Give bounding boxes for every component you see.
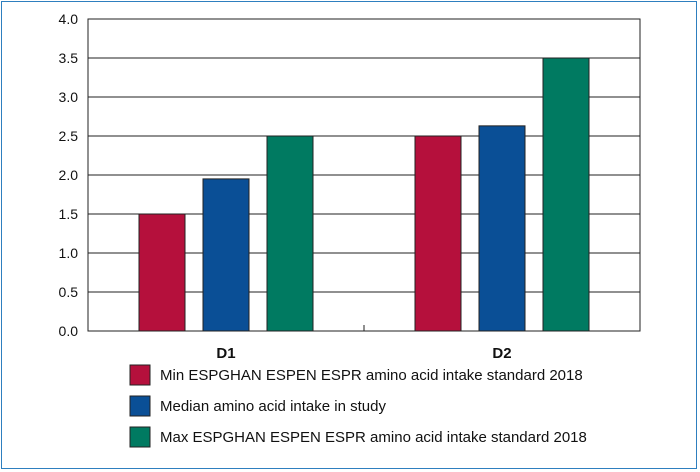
y-tick-label: 0.0 — [59, 323, 79, 339]
bar-d2-series-2 — [478, 125, 526, 332]
y-tick-label: 1.5 — [59, 206, 79, 222]
y-tick-label: 2.5 — [59, 128, 79, 144]
x-category-label: D1 — [216, 345, 235, 362]
bars — [138, 57, 590, 332]
y-tick-label: 0.5 — [59, 284, 79, 300]
y-tick-label: 2.0 — [59, 167, 79, 183]
x-category-label: D2 — [492, 345, 511, 362]
bar-d1-series-1 — [138, 213, 186, 332]
legend-label: Max ESPGHAN ESPEN ESPR amino acid intake… — [160, 429, 587, 446]
legend-swatch — [129, 395, 151, 417]
bar-d2-series-3 — [542, 57, 590, 332]
bar-d2-series-1 — [414, 135, 462, 332]
legend-label: Median amino acid intake in study — [160, 398, 386, 415]
legend: Min ESPGHAN ESPEN ESPR amino acid intake… — [129, 364, 587, 448]
legend-label: Min ESPGHAN ESPEN ESPR amino acid intake… — [160, 367, 583, 384]
legend-swatch — [129, 364, 151, 386]
y-tick-label: 3.5 — [59, 50, 79, 66]
legend-swatch — [129, 426, 151, 448]
y-axis-tick-labels: 0.0 0.5 1.0 1.5 2.0 2.5 3.0 3.5 4.0 — [59, 11, 79, 339]
x-axis-category-labels: D1 D2 — [216, 345, 511, 362]
y-tick-label: 3.0 — [59, 89, 79, 105]
bar-d1-series-2 — [202, 178, 250, 332]
y-tick-label: 1.0 — [59, 245, 79, 261]
y-tick-label: 4.0 — [59, 11, 79, 27]
bar-d1-series-3 — [266, 135, 314, 332]
